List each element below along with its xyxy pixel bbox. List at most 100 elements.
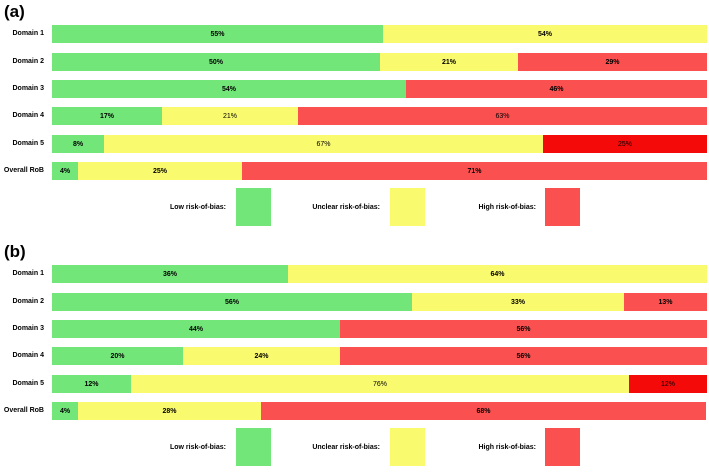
category-label: Overall RoB (3, 407, 44, 414)
bar-segment-unclear: 33% (412, 293, 624, 311)
bar-segment-unclear: 28% (78, 402, 261, 420)
bar-segment-low: 54% (52, 80, 406, 98)
data-label: 36% (162, 270, 177, 278)
category-label: Domain 3 (12, 325, 44, 332)
stacked-bar: 20% 24% 56% (52, 347, 707, 365)
data-label: 64% (490, 270, 505, 278)
bar-segment-high: 25% (543, 135, 707, 153)
legend-swatch-high (545, 188, 580, 226)
data-label: 33% (510, 298, 525, 306)
bar-segment-low: 8% (52, 135, 104, 153)
data-label: 12% (84, 380, 99, 388)
stacked-bar: 55% 54% (52, 25, 707, 43)
stacked-bar: 17% 21% 63% (52, 107, 707, 125)
data-label: 25% (152, 167, 167, 175)
bar-segment-low: 12% (52, 375, 131, 393)
bar-segment-low: 17% (52, 107, 162, 125)
data-label: 50% (208, 58, 223, 66)
data-label: 21% (441, 58, 456, 66)
chart-panel-a: (a) Domain 1 55% 54% Domain 2 50% 21% 29% Domai… (0, 0, 709, 232)
stacked-bar: 12% 76% 12% (52, 375, 707, 393)
data-label: 17% (99, 112, 114, 120)
category-label: Domain 1 (12, 270, 44, 277)
bar-segment-unclear: 21% (380, 53, 518, 71)
data-label: 8% (72, 140, 84, 148)
data-label: 76% (372, 380, 387, 388)
legend-swatch-high (545, 428, 580, 466)
bar-segment-high: 56% (340, 320, 707, 338)
stacked-bar: 50% 21% 29% (52, 53, 707, 71)
category-label: Domain 3 (12, 85, 44, 92)
stacked-bar: 4% 28% 68% (52, 402, 707, 420)
bar-segment-unclear: 67% (104, 135, 543, 153)
stacked-bar: 8% 67% 25% (52, 135, 707, 153)
category-label: Domain 5 (12, 380, 44, 387)
data-label: 29% (605, 58, 620, 66)
bar-segment-high: 13% (624, 293, 707, 311)
data-label: 56% (516, 325, 531, 333)
data-label: 21% (222, 112, 237, 120)
data-label: 56% (516, 352, 531, 360)
legend-label-high: High risk-of-bias: (478, 444, 536, 451)
data-label: 13% (658, 298, 673, 306)
data-label: 54% (221, 85, 236, 93)
bar-segment-low: 4% (52, 402, 78, 420)
bar-segment-unclear: 76% (131, 375, 629, 393)
legend-swatch-low (236, 428, 271, 466)
legend-label-high: High risk-of-bias: (478, 204, 536, 211)
data-label: 25% (617, 140, 632, 148)
legend-label-unclear: Unclear risk-of-bias: (312, 204, 380, 211)
category-label: Domain 4 (12, 352, 44, 359)
bar-segment-high: 68% (261, 402, 706, 420)
bar-segment-unclear: 21% (162, 107, 298, 125)
bar-segment-low: 44% (52, 320, 340, 338)
data-label: 4% (59, 167, 71, 175)
chart-panel-b: (b) Domain 1 36% 64% Domain 2 56% 33% 13% Domai… (0, 240, 709, 474)
bar-segment-unclear: 64% (288, 265, 707, 283)
stacked-bar: 54% 46% (52, 80, 707, 98)
data-label: 12% (660, 380, 675, 388)
legend-swatch-unclear (390, 428, 425, 466)
category-label: Domain 2 (12, 58, 44, 65)
bar-segment-low: 56% (52, 293, 412, 311)
bar-segment-high: 29% (518, 53, 707, 71)
bar-segment-high: 71% (242, 162, 707, 180)
category-label: Domain 4 (12, 112, 44, 119)
data-label: 68% (476, 407, 491, 415)
data-label: 55% (210, 30, 225, 38)
legend-label-unclear: Unclear risk-of-bias: (312, 444, 380, 451)
legend-swatch-low (236, 188, 271, 226)
data-label: 54% (537, 30, 552, 38)
stacked-bar: 36% 64% (52, 265, 707, 283)
category-label: Domain 1 (12, 30, 44, 37)
data-label: 67% (316, 140, 331, 148)
bar-segment-high: 56% (340, 347, 707, 365)
data-label: 56% (224, 298, 239, 306)
bar-segment-low: 36% (52, 265, 288, 283)
bar-segment-low: 55% (52, 25, 383, 43)
stacked-bar: 44% 56% (52, 320, 707, 338)
stacked-bar: 56% 33% 13% (52, 293, 707, 311)
data-label: 63% (495, 112, 510, 120)
bar-segment-unclear: 25% (78, 162, 242, 180)
bar-segment-unclear: 54% (383, 25, 707, 43)
data-label: 20% (110, 352, 125, 360)
bar-segment-low: 50% (52, 53, 380, 71)
category-label: Domain 5 (12, 140, 44, 147)
data-label: 24% (254, 352, 269, 360)
data-label: 28% (162, 407, 177, 415)
category-label: Overall RoB (3, 167, 44, 174)
category-label: Domain 2 (12, 298, 44, 305)
legend-label-low: Low risk-of-bias: (169, 444, 226, 451)
bar-segment-high: 46% (406, 80, 707, 98)
bar-segment-low: 4% (52, 162, 78, 180)
panel-title: (b) (4, 242, 26, 261)
data-label: 71% (467, 167, 482, 175)
bar-segment-unclear: 24% (183, 347, 340, 365)
data-label: 4% (59, 407, 71, 415)
legend-label-low: Low risk-of-bias: (169, 204, 226, 211)
bar-segment-low: 20% (52, 347, 183, 365)
bar-segment-high: 12% (629, 375, 707, 393)
panel-title: (a) (4, 2, 25, 21)
data-label: 46% (549, 85, 564, 93)
